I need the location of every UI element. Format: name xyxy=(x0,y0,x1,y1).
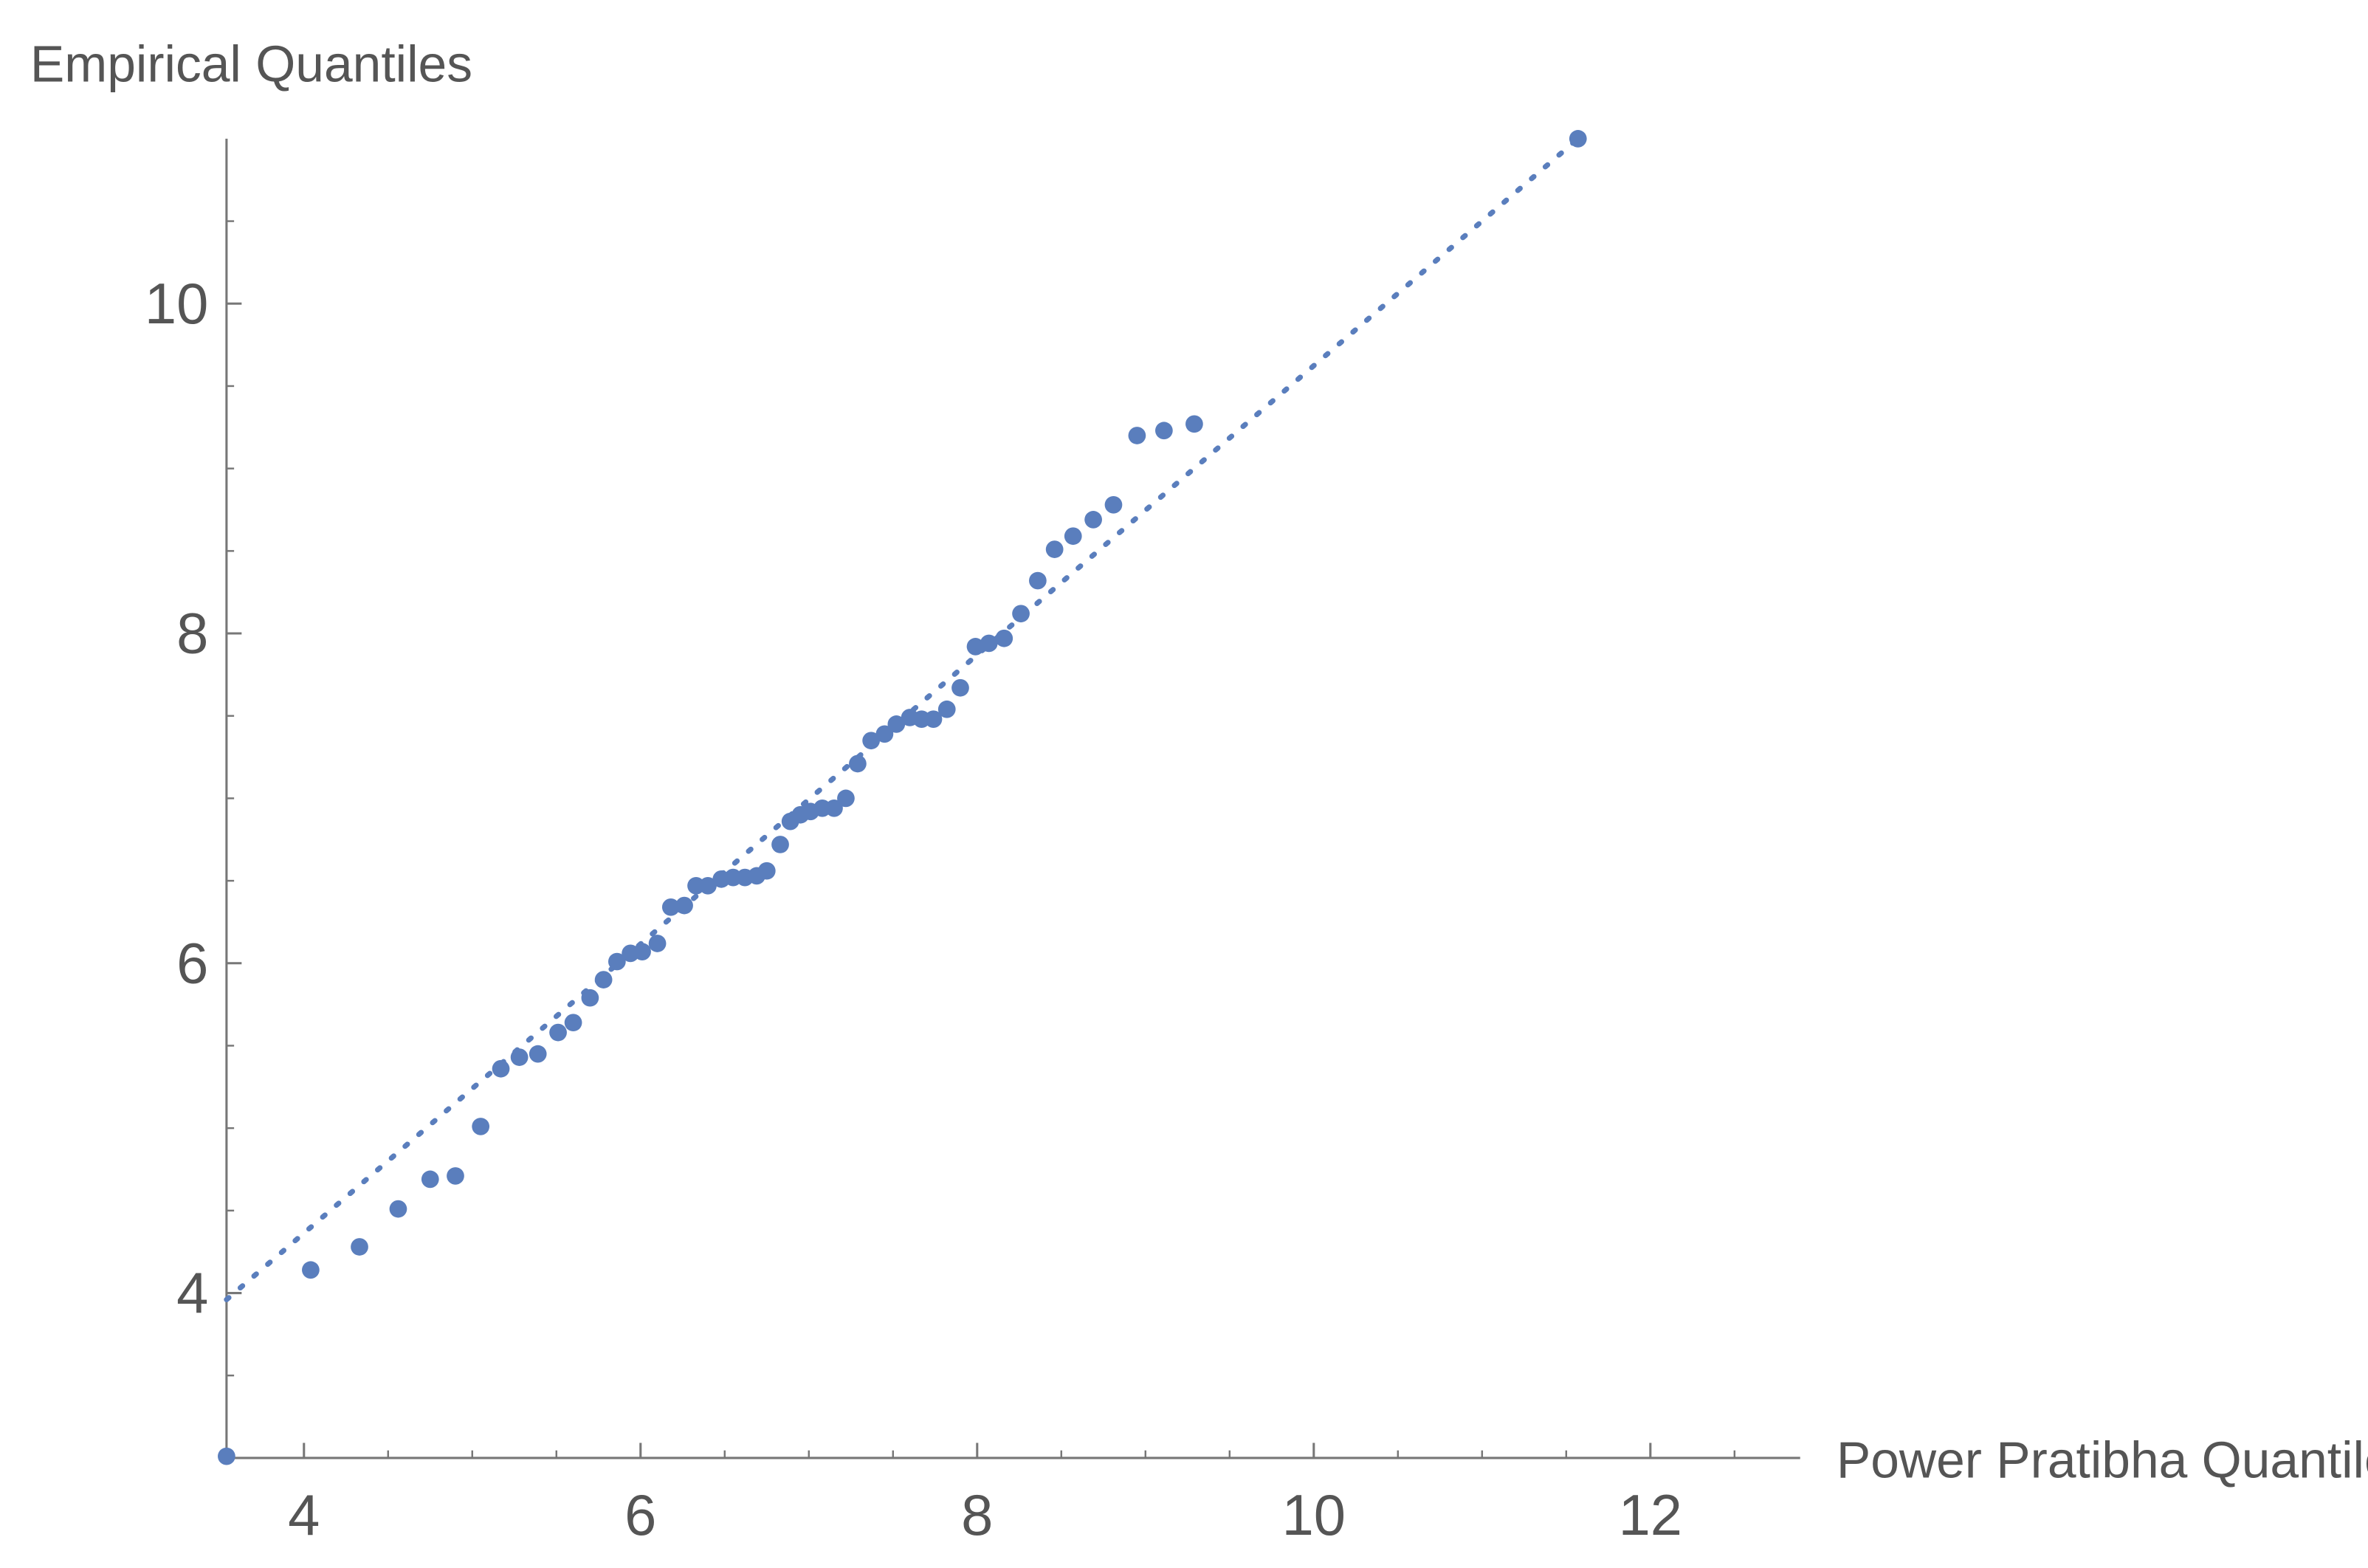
data-point xyxy=(594,971,613,988)
data-point xyxy=(1029,571,1047,590)
data-point xyxy=(966,638,985,656)
x-tick-label: 12 xyxy=(1619,1484,1682,1547)
data-point xyxy=(937,700,956,718)
data-point xyxy=(1104,495,1123,514)
x-tick-label: 10 xyxy=(1282,1484,1346,1547)
data-point xyxy=(648,935,667,952)
data-point xyxy=(1185,415,1203,433)
data-point xyxy=(351,1238,368,1256)
x-axis-label: Power Pratibha Quantiles xyxy=(1837,1431,2368,1489)
data-point xyxy=(564,1014,582,1032)
data-point xyxy=(492,1059,510,1078)
data-point xyxy=(510,1048,529,1066)
data-point xyxy=(633,943,651,960)
data-point xyxy=(849,754,867,773)
x-tick-label: 4 xyxy=(288,1484,320,1547)
data-point xyxy=(1045,540,1064,558)
data-point xyxy=(389,1200,407,1218)
y-tick-label: 8 xyxy=(176,602,208,666)
y-axis-label: Empirical Quantiles xyxy=(30,35,472,92)
data-point xyxy=(980,634,998,653)
y-tick-label: 4 xyxy=(176,1262,208,1325)
y-tick-label: 6 xyxy=(176,932,208,995)
data-point xyxy=(887,715,906,733)
data-point xyxy=(1155,422,1173,440)
data-point xyxy=(825,799,843,817)
x-tick-label: 8 xyxy=(961,1484,993,1547)
data-point xyxy=(1128,427,1146,444)
data-point xyxy=(1084,511,1102,529)
data-point xyxy=(608,952,626,971)
data-point xyxy=(862,732,881,750)
data-point xyxy=(447,1167,464,1185)
data-point xyxy=(1569,130,1587,148)
data-point xyxy=(581,988,599,1007)
data-point xyxy=(218,1447,235,1465)
data-point xyxy=(771,836,789,853)
data-point xyxy=(529,1045,547,1063)
data-point xyxy=(837,789,855,808)
data-point xyxy=(995,629,1013,647)
data-point xyxy=(1012,605,1030,623)
data-point xyxy=(675,896,693,915)
data-point xyxy=(661,898,680,916)
data-point xyxy=(951,678,969,697)
data-point xyxy=(302,1261,320,1279)
y-tick-label: 10 xyxy=(145,272,208,336)
data-point xyxy=(757,862,776,880)
data-point xyxy=(472,1118,490,1135)
data-point xyxy=(875,725,894,743)
data-point xyxy=(924,710,943,729)
data-point xyxy=(421,1170,439,1189)
data-point xyxy=(1064,527,1082,546)
data-point xyxy=(699,876,717,895)
x-tick-label: 6 xyxy=(624,1484,656,1547)
data-point xyxy=(549,1023,567,1042)
